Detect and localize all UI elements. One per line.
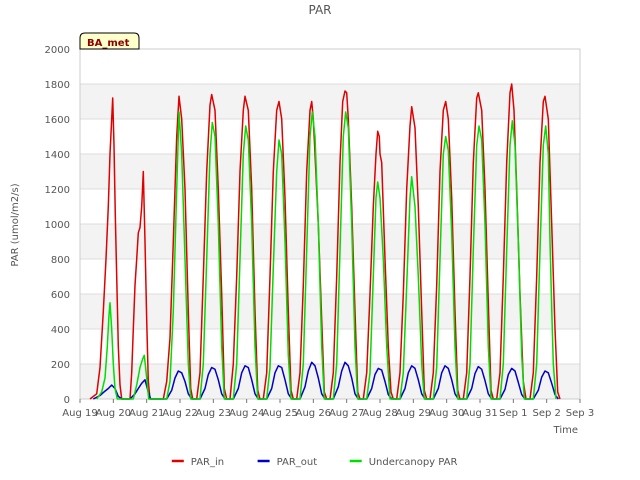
y-tick-label: 800 [51,255,70,266]
legend: PAR_in PAR_out Undercanopy PAR [171,457,458,468]
y-tick-label: 1600 [45,115,70,126]
y-tick-label: 1200 [45,185,70,196]
x-tick-label: Aug 19 [62,408,97,419]
plot-band [80,259,580,294]
y-tick-label: 600 [51,290,70,301]
y-tick-label: 2000 [45,45,70,56]
x-tick-label: Aug 28 [362,408,397,419]
plot-band [80,119,580,154]
y-tick-label: 1800 [45,80,70,91]
x-tick-label: Aug 31 [462,408,497,419]
x-tick-label: Sep 1 [499,408,527,419]
plot-band [80,189,580,224]
x-tick-label: Aug 21 [129,408,164,419]
plot-band [80,84,580,119]
x-tick-label: Aug 29 [396,408,431,419]
x-tick-label: Sep 2 [532,408,560,419]
x-tick-label: Aug 23 [196,408,231,419]
badge-label: BA_met [87,38,130,49]
y-tick-label: 0 [64,395,70,406]
x-tick-label: Aug 20 [96,408,131,419]
legend-label-par-in: PAR_in [191,457,224,468]
x-tick-label: Aug 27 [329,408,364,419]
plot-band [80,49,580,84]
x-axis-label: Time [553,425,578,436]
plot-band [80,329,580,364]
x-tick-label: Sep 3 [566,408,594,419]
plot-band [80,224,580,259]
plot-band [80,294,580,329]
y-tick-label: 1000 [45,220,70,231]
legend-label-par-out: PAR_out [277,457,318,468]
series-lines [89,83,561,400]
badge: BA_met [79,32,140,50]
plot-band [80,154,580,189]
y-tick-label: 1400 [45,150,70,161]
y-tick-label: 400 [51,325,70,336]
chart-title: PAR [308,3,331,17]
x-tick-label: Aug 22 [162,408,197,419]
legend-label-undercanopy-par: Undercanopy PAR [369,457,458,468]
x-tick-label: Aug 30 [429,408,464,419]
x-tick-label: Aug 26 [296,408,331,419]
y-axis-ticks: 0 200 400 600 800 1000 1200 1400 1600 1800 2000 [45,45,70,406]
y-tick-label: 200 [51,360,70,371]
series-line-undercanopy-par [96,111,557,400]
badge-box [79,32,140,50]
y-axis-label: PAR (umol/m2/s) [10,183,21,266]
x-tick-label: Aug 24 [229,408,264,419]
x-tick-label: Aug 25 [262,408,297,419]
plot-bands [80,49,580,399]
